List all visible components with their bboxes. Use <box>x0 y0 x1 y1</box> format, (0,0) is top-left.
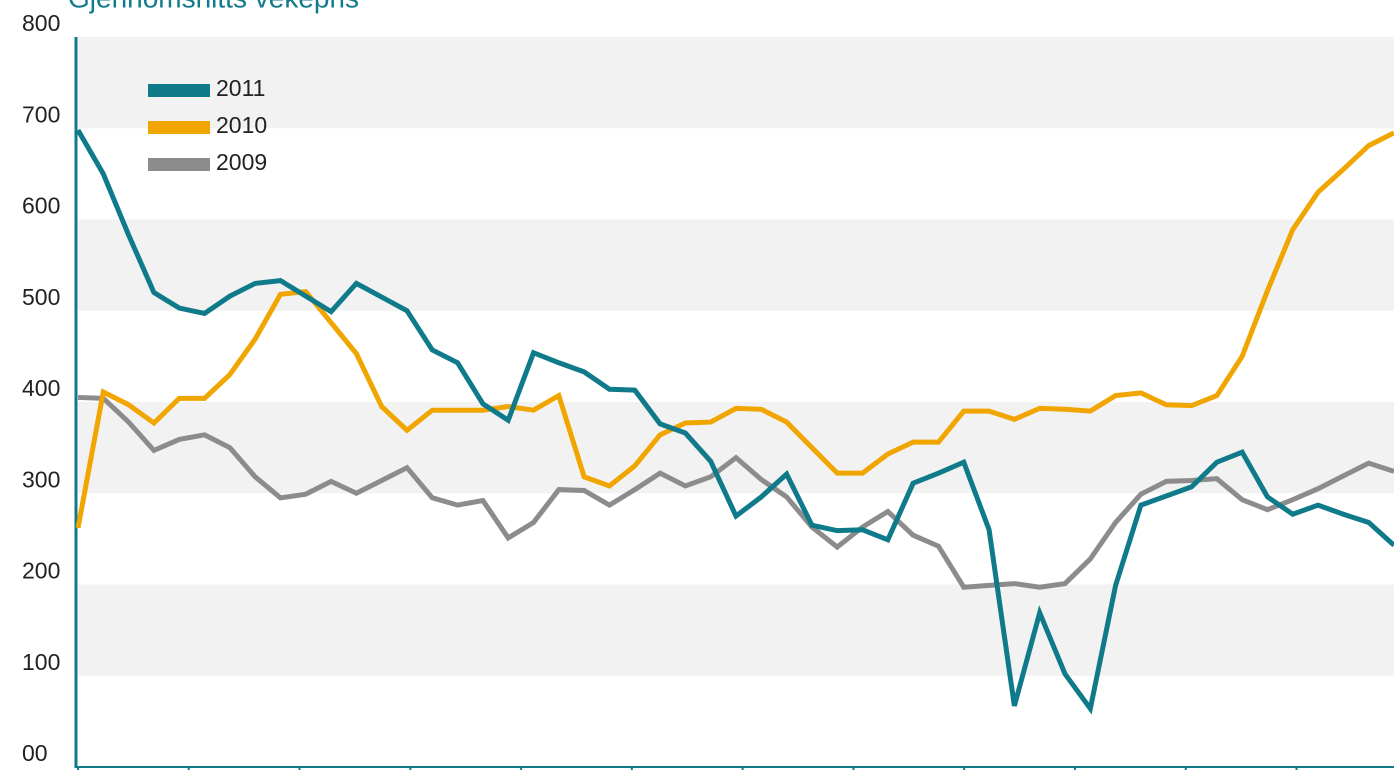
legend-label: 2010 <box>216 112 267 138</box>
chart-title: Gjennomsnitts vekepris <box>68 0 359 13</box>
grid-band <box>78 584 1394 676</box>
grid-band <box>78 37 1394 129</box>
grid <box>78 37 1394 676</box>
y-tick-label: 300 <box>22 466 60 492</box>
y-tick-label: 700 <box>22 101 60 127</box>
legend-label: 2011 <box>216 75 265 101</box>
legend-swatch <box>148 121 210 134</box>
legend-swatch <box>148 158 210 171</box>
series-line <box>77 394 1394 590</box>
y-tick-label: 400 <box>22 375 60 401</box>
y-tick-label: 600 <box>22 193 60 219</box>
y-tick-label: 800 <box>22 10 60 36</box>
legend-label: 2009 <box>216 149 267 175</box>
y-tick-label: 200 <box>22 558 60 584</box>
grid-band <box>78 402 1394 494</box>
y-tick-label: 100 <box>22 649 60 675</box>
series-line <box>75 128 1394 715</box>
y-tick-label: 500 <box>22 284 60 310</box>
legend-swatch <box>148 84 210 97</box>
grid-band <box>78 219 1394 311</box>
y-tick-label: 00 <box>22 740 48 766</box>
